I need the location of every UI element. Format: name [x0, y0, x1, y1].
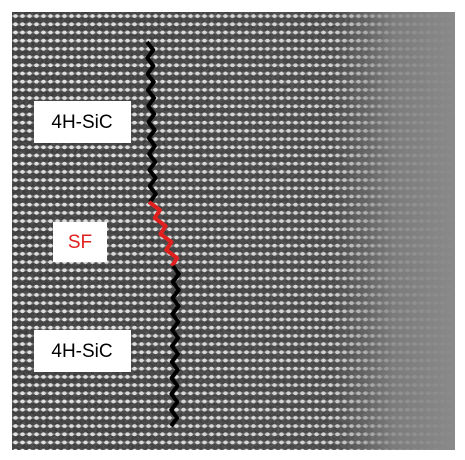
label: 4H-SiC — [51, 341, 112, 362]
page: 4H-SiC SF 4H-SiC (() => { const data = J… — [0, 0, 465, 460]
label: 4H-SiC — [51, 112, 112, 133]
label: SF — [68, 232, 92, 253]
micrograph-figure: 4H-SiC SF 4H-SiC — [0, 0, 465, 460]
